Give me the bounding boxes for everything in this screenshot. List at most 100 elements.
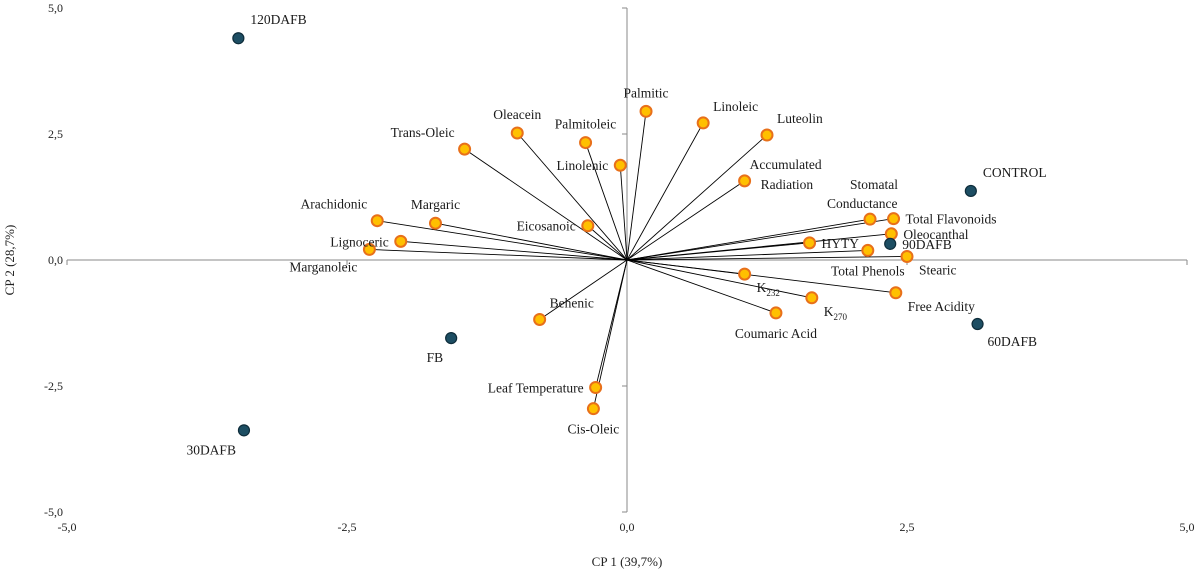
variable-point-cis-oleic bbox=[586, 402, 600, 416]
variable-point-k270 bbox=[805, 291, 819, 305]
x-tick-label: 5,0 bbox=[1180, 520, 1195, 534]
observation-point-control bbox=[964, 184, 977, 198]
observation-point-fb bbox=[445, 332, 458, 345]
variable-point-luteolin bbox=[760, 128, 774, 142]
vector-hyty bbox=[626, 242, 810, 261]
label-stearic: Stearic bbox=[919, 262, 956, 277]
y-axis-title: CP 2 (28,7%) bbox=[2, 225, 17, 296]
observation-point-30dafb bbox=[237, 424, 251, 437]
loading-vectors bbox=[369, 111, 908, 409]
variable-point-accumulated-radiation bbox=[738, 174, 752, 188]
label-fb: FB bbox=[427, 350, 444, 365]
label-luteolin: Luteolin bbox=[777, 111, 823, 126]
label-total-phenols: Total Phenols bbox=[831, 263, 905, 278]
label-leaf-temperature: Leaf Temperature bbox=[488, 381, 584, 396]
label-lignoceric: Lignoceric bbox=[330, 234, 388, 249]
label-120dafb: 120DAFB bbox=[250, 12, 306, 27]
variable-point-total-phenols bbox=[861, 243, 875, 257]
label-total-flavonoids: Total Flavonoids bbox=[906, 212, 997, 227]
vector-stearic bbox=[626, 256, 908, 261]
variable-point-palmitoleic bbox=[579, 136, 593, 150]
vector-k270 bbox=[626, 259, 812, 299]
variable-point-coumaric-acid bbox=[769, 306, 783, 320]
variable-point-oleocanthal bbox=[884, 227, 898, 241]
variable-point-oleacein bbox=[510, 126, 524, 140]
variable-point-palmitic bbox=[639, 104, 653, 118]
variable-point-k232 bbox=[738, 267, 752, 281]
x-tick-label: 0,0 bbox=[620, 520, 635, 534]
label-oleacein: Oleacein bbox=[493, 107, 541, 122]
label-cis-oleic: Cis-Oleic bbox=[568, 422, 620, 437]
label-palmitoleic: Palmitoleic bbox=[555, 117, 617, 132]
label-oleocanthal: Oleocanthal bbox=[903, 227, 968, 242]
x-axis-title: CP 1 (39,7%) bbox=[592, 554, 663, 569]
label-accumulated-radiation: Accumulated Radiation bbox=[750, 157, 822, 192]
label-90dafb: 90DAFB bbox=[902, 237, 952, 252]
variable-point-linoleic bbox=[696, 116, 710, 130]
vector-marganoleic bbox=[369, 248, 628, 261]
label-free-acidity: Free Acidity bbox=[908, 299, 975, 314]
vector-free-acidity bbox=[626, 259, 896, 294]
vector-luteolin bbox=[626, 134, 768, 261]
variable-point-arachidonic bbox=[370, 214, 384, 228]
label-30dafb: 30DAFB bbox=[186, 442, 236, 457]
observation-point-120dafb bbox=[232, 32, 245, 45]
label-margaric: Margaric bbox=[411, 197, 460, 212]
variable-point-leaf-temperature bbox=[589, 381, 603, 395]
point-labels: Palmitic Linoleic Luteolin Oleacein Palmitol… bbox=[186, 12, 1046, 457]
x-tick-label: 2,5 bbox=[900, 520, 915, 534]
variable-point-stomatal-conductance bbox=[863, 212, 877, 226]
y-tick-label: 0,0 bbox=[48, 253, 63, 267]
vector-eicosanoic bbox=[587, 225, 628, 261]
observation-points bbox=[232, 32, 984, 437]
vector-total-phenols bbox=[626, 249, 868, 261]
y-tick-label: -5,0 bbox=[44, 505, 63, 519]
label-behenic: Behenic bbox=[550, 295, 594, 310]
label-hyty: HYTY bbox=[822, 236, 860, 251]
label-k232: K232 bbox=[757, 280, 780, 298]
vector-oleacein bbox=[516, 132, 628, 261]
label-arachidonic: Arachidonic bbox=[301, 197, 368, 212]
label-marganoleic: Marganoleic bbox=[289, 259, 357, 274]
label-60dafb: 60DAFB bbox=[988, 334, 1038, 349]
label-trans-oleic: Trans-Oleic bbox=[391, 125, 455, 140]
label-k270: K270 bbox=[824, 304, 848, 322]
label-linoleic: Linoleic bbox=[713, 99, 758, 114]
y-tick-label: 5,0 bbox=[48, 1, 63, 15]
x-tick-label: -5,0 bbox=[58, 520, 77, 534]
vector-margaric bbox=[435, 222, 628, 261]
label-accumulated-radiation-line: Radiation bbox=[761, 177, 814, 192]
vector-linoleic bbox=[626, 122, 704, 261]
variable-point-stearic bbox=[900, 249, 914, 263]
label-stomatal-conductance: Stomatal Conductance bbox=[827, 177, 898, 211]
y-tick-label: 2,5 bbox=[48, 127, 63, 141]
observation-point-90dafb bbox=[884, 237, 897, 250]
label-coumaric-acid: Coumaric Acid bbox=[735, 326, 817, 341]
label-stomatal-conductance-line: Stomatal bbox=[850, 177, 898, 192]
label-linolenic: Linolenic bbox=[557, 158, 609, 173]
variable-point-behenic bbox=[533, 312, 547, 326]
vector-total-flavonoids bbox=[626, 218, 894, 261]
vector-arachidonic bbox=[377, 220, 628, 261]
label-eicosanoic: Eicosanoic bbox=[517, 219, 576, 234]
vector-behenic bbox=[539, 259, 628, 320]
observation-point-60dafb bbox=[971, 317, 984, 331]
variable-point-free-acidity bbox=[889, 286, 903, 300]
variable-point-trans-oleic bbox=[458, 142, 472, 156]
variable-point-total-flavonoids bbox=[887, 212, 901, 226]
variable-point-margaric bbox=[428, 216, 442, 230]
variable-point-eicosanoic bbox=[581, 219, 595, 233]
vector-stomatal-conductance bbox=[626, 218, 871, 261]
variable-point-marganoleic bbox=[362, 242, 376, 256]
vector-palmitic bbox=[626, 111, 647, 261]
label-control: CONTROL bbox=[983, 165, 1047, 180]
x-tick-label: -2,5 bbox=[338, 520, 357, 534]
variable-point-hyty bbox=[803, 236, 817, 250]
vector-accumulated-radiation bbox=[626, 180, 745, 261]
variable-points bbox=[362, 104, 914, 416]
vector-trans-oleic bbox=[464, 148, 628, 261]
x-ticks: -5,0 -2,5 0,0 2,5 5,0 bbox=[58, 260, 1195, 534]
label-accumulated-radiation-line: Accumulated bbox=[750, 157, 822, 172]
y-tick-label: -2,5 bbox=[44, 379, 63, 393]
